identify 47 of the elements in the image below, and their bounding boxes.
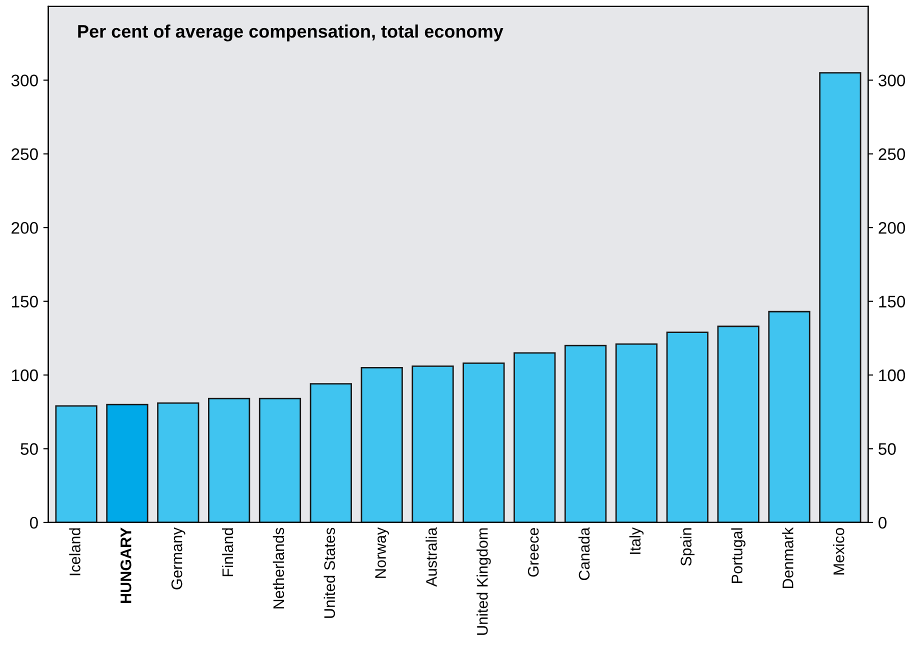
bar (208, 398, 250, 522)
y2-tick-label: 200 (878, 222, 906, 234)
y-tick-label: 100 (12, 369, 38, 382)
text: Per cent of average compensation, total economy (78, 24, 504, 42)
x-tick-label: Canada (578, 527, 590, 580)
x-tick-label: Germany (171, 527, 186, 590)
bar (106, 404, 148, 522)
y-tick-label: 0 (30, 516, 38, 529)
bar (157, 402, 200, 522)
bar (615, 343, 658, 522)
bar (360, 366, 403, 522)
x-tick-label: Mexico (833, 528, 844, 574)
bar (666, 332, 708, 522)
bar (412, 365, 454, 522)
x-tick-label: Spain (680, 528, 695, 566)
y2-tick-label: 100 (879, 369, 906, 382)
y-tick-label: 50 (20, 443, 38, 455)
x-tick-label: Norway (375, 527, 389, 578)
bar (564, 344, 607, 522)
y2-tick-label: 250 (878, 148, 906, 160)
x-tick-label: United States (324, 528, 336, 618)
bar (514, 352, 556, 522)
bar (55, 405, 98, 522)
bar (310, 383, 352, 522)
bar (768, 310, 810, 522)
x-tick-label: Iceland (69, 528, 80, 576)
x-tick-label: Finland (222, 528, 234, 576)
x-tick-label: Greece (528, 528, 539, 577)
y2-tick-label: 150 (879, 296, 906, 308)
x-tick-label: HUNGARY (120, 528, 132, 603)
x-tick-label: Italy (629, 527, 644, 554)
x-tick-label: Netherlands (272, 528, 284, 608)
y2-tick-label: 50 (878, 443, 896, 455)
bar (717, 326, 760, 522)
x-tick-label: Australia (426, 527, 437, 587)
bar (258, 398, 302, 522)
y-tick-label: 250 (12, 148, 38, 160)
y-tick-label: 200 (12, 222, 38, 234)
y-tick-label: 300 (11, 74, 38, 86)
y-tick-label: 150 (12, 296, 38, 308)
x-tick-label: Denmark (782, 527, 794, 588)
y2-tick-label: 0 (878, 516, 887, 529)
x-tick-label: United Kingdom (476, 528, 491, 635)
x-tick-label: Portugal (731, 528, 746, 583)
bar (819, 72, 862, 522)
y2-tick-label: 300 (878, 74, 906, 86)
bar (462, 362, 505, 522)
